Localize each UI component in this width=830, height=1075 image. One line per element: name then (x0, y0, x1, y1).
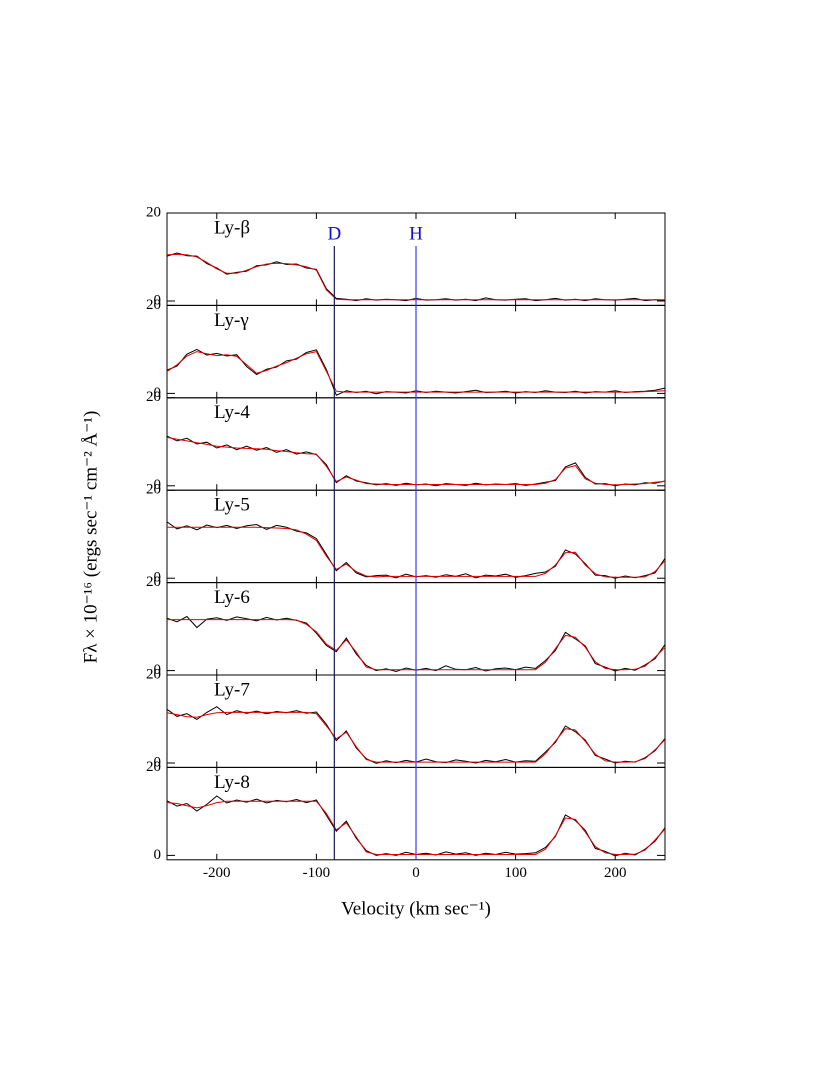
panel-label: Ly-β (214, 217, 250, 238)
y-tick-label: 20 (146, 482, 161, 498)
panel-label: Ly-7 (214, 679, 250, 700)
y-tick-label: 20 (146, 574, 161, 590)
x-tick-label: 0 (412, 865, 420, 881)
panel-label: Ly-γ (214, 310, 249, 331)
panel-label: Ly-8 (214, 772, 250, 793)
y-tick-label: 0 (154, 847, 162, 863)
y-tick-label: 20 (146, 389, 161, 405)
y-tick-label: 0 (154, 662, 162, 678)
y-tick-label: 0 (154, 292, 162, 308)
y-tick-label: 0 (154, 477, 162, 493)
y-axis-label: Fλ × 10⁻¹⁶ (ergs sec⁻¹ cm⁻² Å⁻¹) (80, 411, 101, 664)
y-tick-label: 20 (146, 759, 161, 775)
panel-label: Ly-5 (214, 495, 250, 516)
y-tick-label: 20 (146, 204, 161, 220)
reference-label: D (327, 223, 341, 244)
x-tick-label: -200 (203, 865, 231, 881)
x-tick-label: 100 (504, 865, 527, 881)
y-tick-label: 0 (154, 570, 162, 586)
y-tick-label: 20 (146, 666, 161, 682)
x-tick-label: 200 (604, 865, 627, 881)
y-tick-label: 0 (154, 754, 162, 770)
panel-label: Ly-4 (214, 402, 250, 423)
reference-label: H (409, 223, 423, 244)
x-axis-label: Velocity (km sec⁻¹) (341, 898, 491, 919)
y-tick-label: 0 (154, 385, 162, 401)
y-tick-label: 20 (146, 297, 161, 313)
panel-label: Ly-6 (214, 587, 250, 608)
x-tick-label: -100 (303, 865, 331, 881)
